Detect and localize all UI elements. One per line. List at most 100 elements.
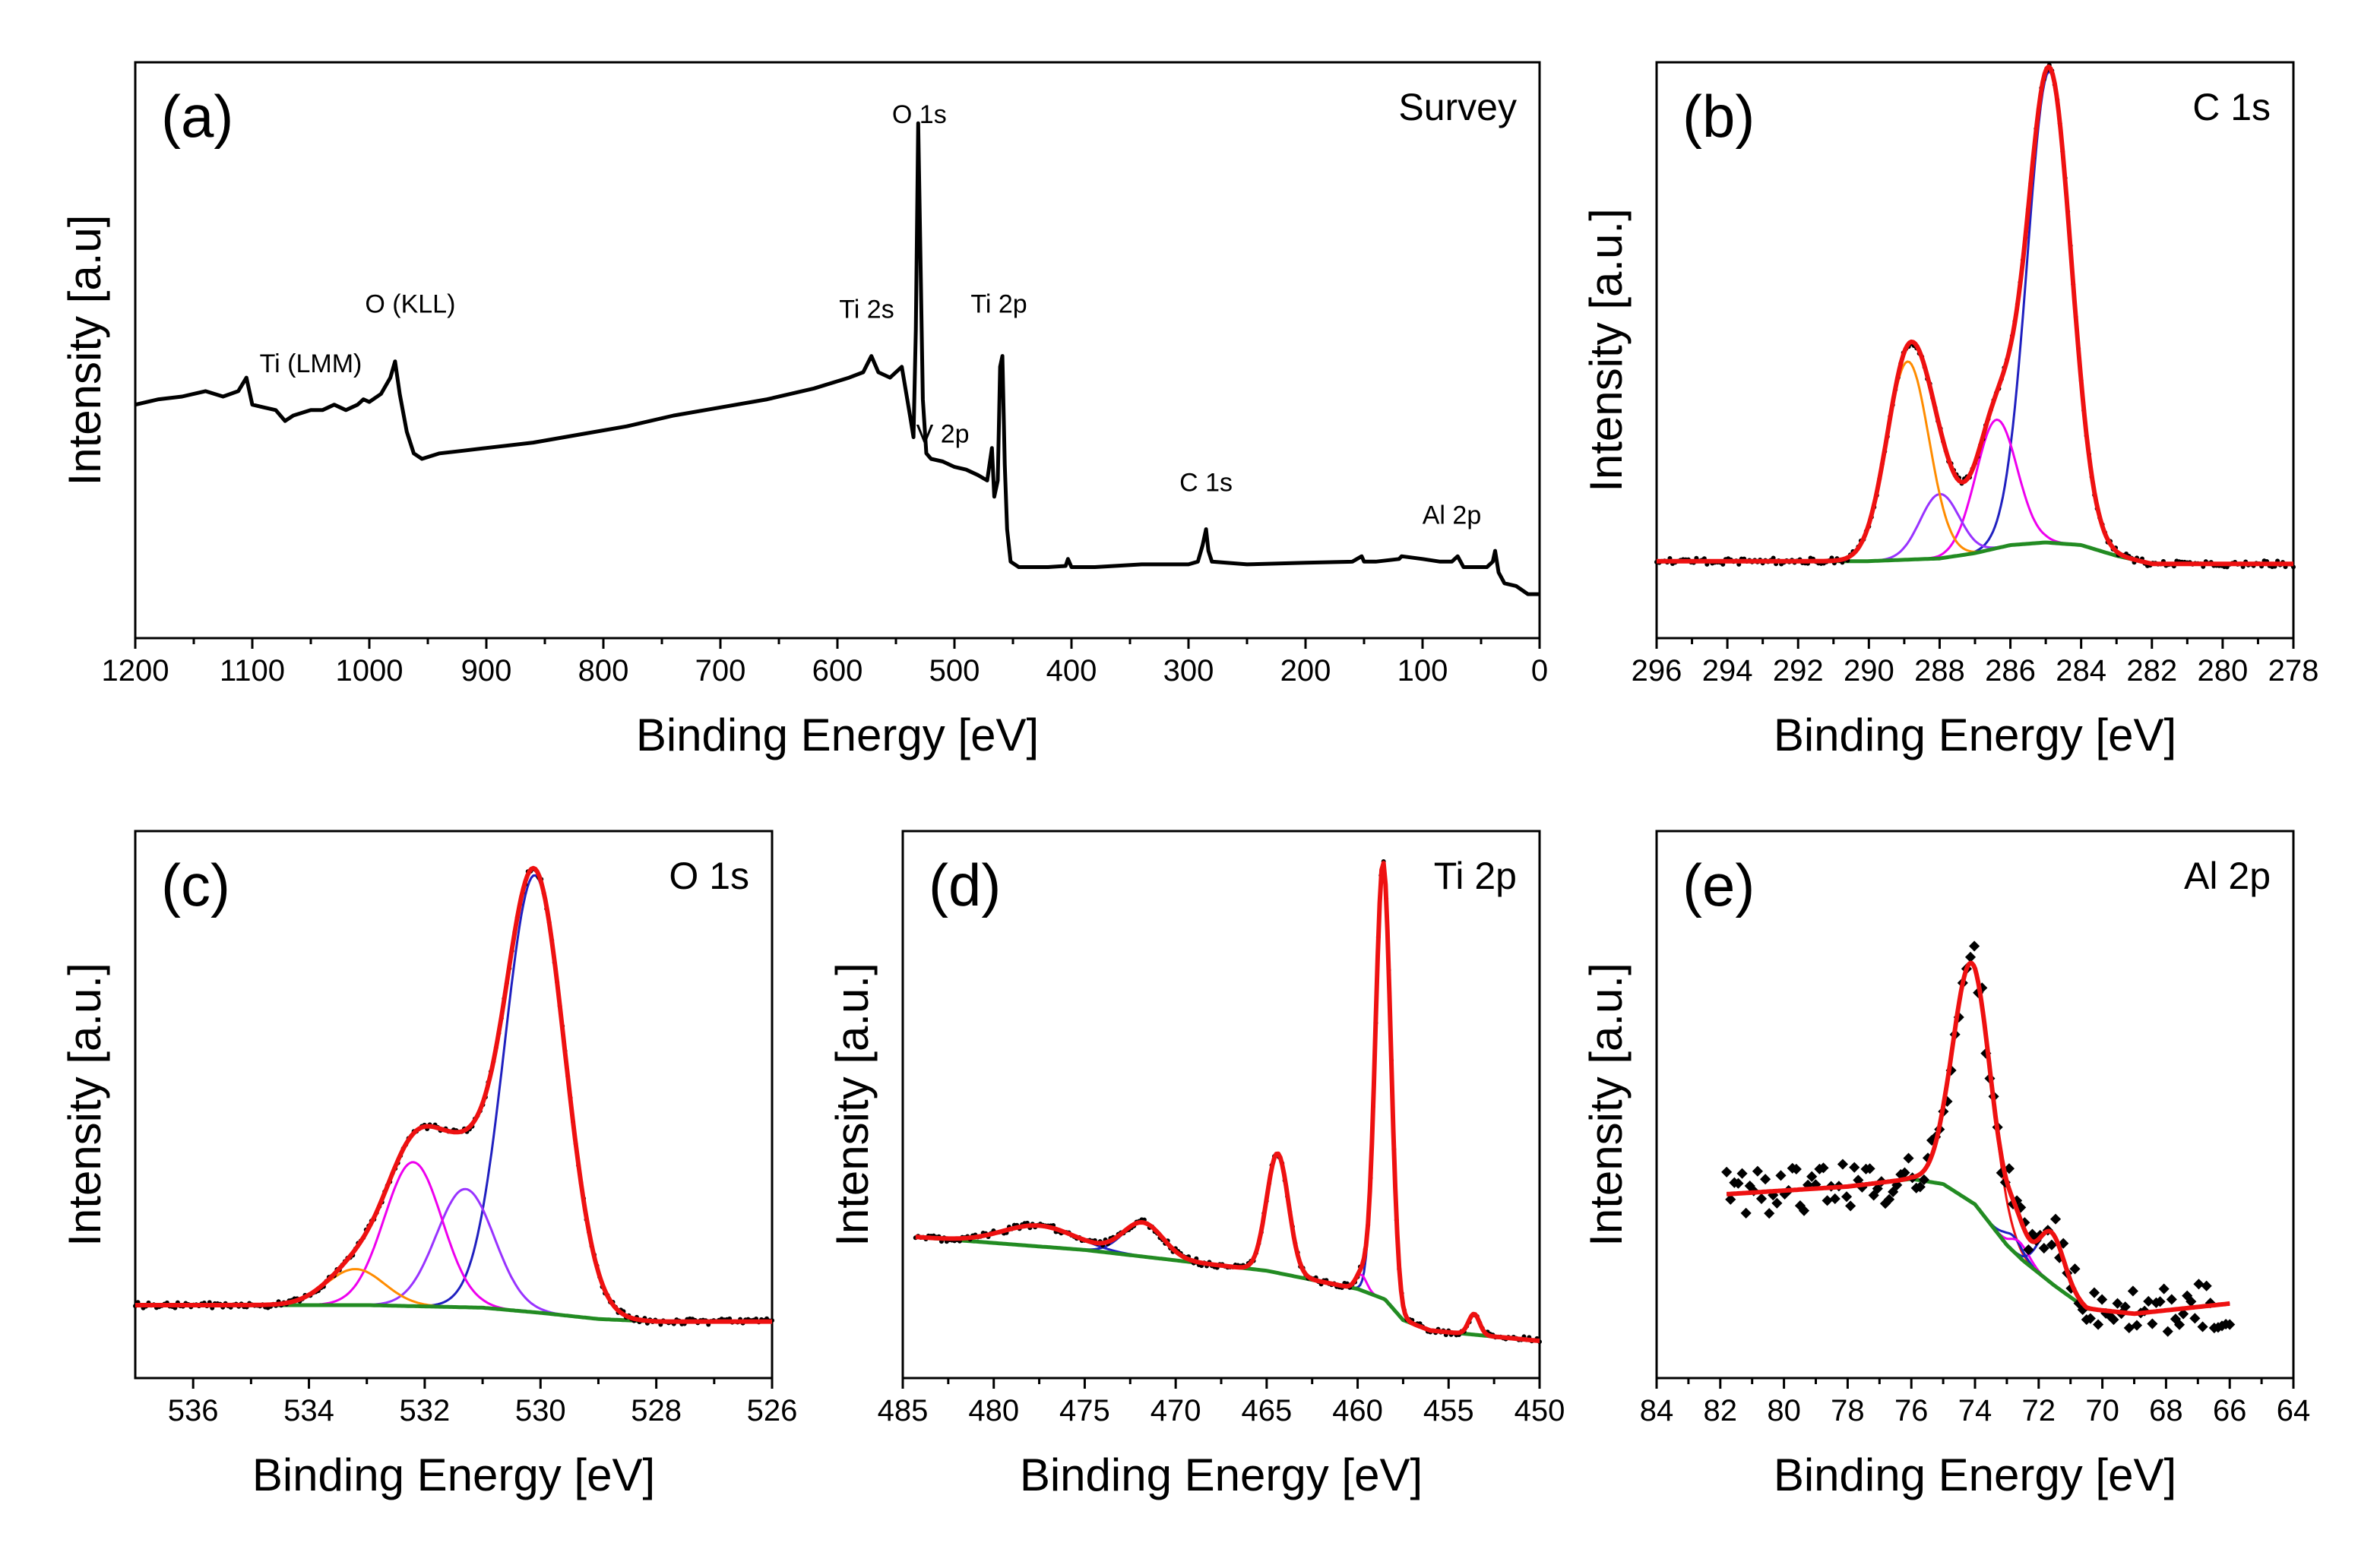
panel-c: 536 534 532 530 528 526 Binding Energy [eV] Int… (59, 830, 798, 1500)
x-tick-label: 80 (1767, 1394, 1801, 1427)
x-axis-title: Binding Energy [eV] (252, 1449, 655, 1500)
x-tick-label: 292 (1773, 654, 1824, 688)
x-tick-label: 82 (1704, 1394, 1738, 1427)
x-axis-title: Binding Energy [eV] (1020, 1449, 1423, 1500)
x-tick-label: 294 (1702, 654, 1753, 688)
panel-label: (b) (1682, 83, 1755, 150)
peak-label: Ti (LMM) (260, 349, 362, 378)
data-point (2092, 1319, 2104, 1330)
data-point (2193, 1279, 2205, 1290)
panel-d: 485 480 475 470 465 460 455 450 Binding Energy [… (827, 830, 1565, 1500)
x-axis-title: Binding Energy [eV] (636, 710, 1039, 760)
x-tick-label: 78 (1831, 1394, 1865, 1427)
peak-label: Al 2p (1423, 501, 1482, 530)
corner-label: Ti 2p (1434, 855, 1517, 897)
x-tick-label: 68 (2149, 1394, 2183, 1427)
data-point (1721, 1166, 1733, 1178)
x-tick-label: 0 (1531, 654, 1548, 688)
data-point (2143, 1295, 2154, 1307)
component-peak-3 (1727, 1178, 2230, 1315)
x-tick-label: 465 (1241, 1394, 1292, 1427)
x-tick-label: 284 (2056, 654, 2106, 688)
x-tick-label: 700 (695, 654, 746, 688)
data-point (1760, 1174, 1771, 1185)
x-tick-label: 532 (400, 1394, 451, 1427)
peak-label: O 1s (892, 100, 947, 129)
x-tick-label: 286 (1985, 654, 2036, 688)
x-tick-label: 300 (1163, 654, 1214, 688)
data-point (1775, 1170, 1787, 1181)
x-tick-label: 72 (2022, 1394, 2056, 1427)
x-tick-label: 74 (1958, 1394, 1992, 1427)
corner-label: O 1s (669, 855, 749, 897)
data-point (1752, 1165, 1763, 1177)
data-points (133, 867, 774, 1327)
x-tick-label: 296 (1632, 654, 1682, 688)
y-axis-title: Intensity [a.u.] (1581, 963, 1632, 1247)
corner-label: Al 2p (2184, 855, 2271, 897)
x-tick-label: 534 (283, 1394, 334, 1427)
data-point (1736, 1168, 1748, 1179)
data-point (2201, 1280, 2212, 1291)
data-point (2147, 1318, 2158, 1329)
x-tick-label: 600 (812, 654, 863, 688)
panel-b: 296 294 292 290 288 286 284 282 280 278 Binding En… (1581, 61, 2318, 760)
x-tick-label: 530 (515, 1394, 566, 1427)
component-peak-3 (915, 1221, 1540, 1342)
panel-label: (d) (929, 852, 1001, 918)
x-tick-label: 470 (1151, 1394, 1201, 1427)
data-point (1755, 1193, 1768, 1204)
x-tick-label: 485 (878, 1394, 929, 1427)
envelope-fit-line (1656, 64, 2294, 567)
x-tick-label: 528 (631, 1394, 682, 1427)
peak-label: Ti 2s (839, 296, 894, 324)
x-tick-label: 1100 (220, 654, 285, 688)
y-axis-title: Intensity [a.u] (59, 215, 110, 486)
x-tick-label: 400 (1046, 654, 1097, 688)
x-tick-label: 200 (1280, 654, 1331, 688)
data-point (2197, 1321, 2208, 1332)
panel-e: 84 82 80 78 76 74 72 70 68 66 64 Binding Energy [eV… (1581, 830, 2310, 1500)
peak-label: V 2p (916, 420, 970, 449)
envelope-fit-line (135, 865, 773, 1324)
x-tick-label: 800 (578, 654, 629, 688)
x-tick-label: 288 (1914, 654, 1965, 688)
x-tick-label: 1000 (336, 654, 404, 688)
data-point (1822, 1195, 1833, 1206)
data-point (2097, 1294, 2108, 1305)
x-axis-title: Binding Energy [eV] (1774, 710, 2176, 760)
data-points (913, 859, 1542, 1345)
x-tick-label: 100 (1397, 654, 1448, 688)
survey-spectrum-line (135, 121, 1540, 596)
x-tick-label: 526 (747, 1394, 798, 1427)
envelope-fit-line (915, 861, 1540, 1343)
x-tick-label: 455 (1423, 1394, 1474, 1427)
x-tick-label: 290 (1844, 654, 1894, 688)
x-tick-label: 282 (2126, 654, 2177, 688)
data-point (2088, 1287, 2100, 1298)
x-tick-label: 460 (1332, 1394, 1383, 1427)
data-point (1740, 1207, 1752, 1219)
x-tick-label: 900 (461, 654, 512, 688)
panel-label: (a) (161, 83, 233, 150)
corner-label: C 1s (2192, 86, 2271, 128)
data-point (1969, 940, 1980, 952)
plot-frame (134, 830, 774, 1380)
component-peak-2 (1727, 1178, 2230, 1315)
component-peak-4 (1727, 1178, 2230, 1315)
data-point (1849, 1162, 1860, 1173)
background-line (915, 1234, 1540, 1343)
panel-a: 1200 1100 1000 900 800 700 600 500 400 300 200 100 0… (59, 61, 1548, 760)
x-tick-label: 536 (168, 1394, 219, 1427)
corner-label: Survey (1398, 86, 1517, 128)
data-point (1829, 1193, 1841, 1205)
x-tick-label: 76 (1894, 1394, 1929, 1427)
y-axis-title: Intensity [a.u.] (827, 963, 878, 1247)
panel-label: (e) (1682, 852, 1755, 918)
component-peak-2 (915, 1152, 1540, 1342)
data-point (1837, 1159, 1849, 1170)
data-point (2162, 1326, 2173, 1337)
component-peak-6 (915, 1235, 1540, 1342)
data-point (1845, 1200, 1856, 1212)
x-tick-label: 84 (1640, 1394, 1674, 1427)
